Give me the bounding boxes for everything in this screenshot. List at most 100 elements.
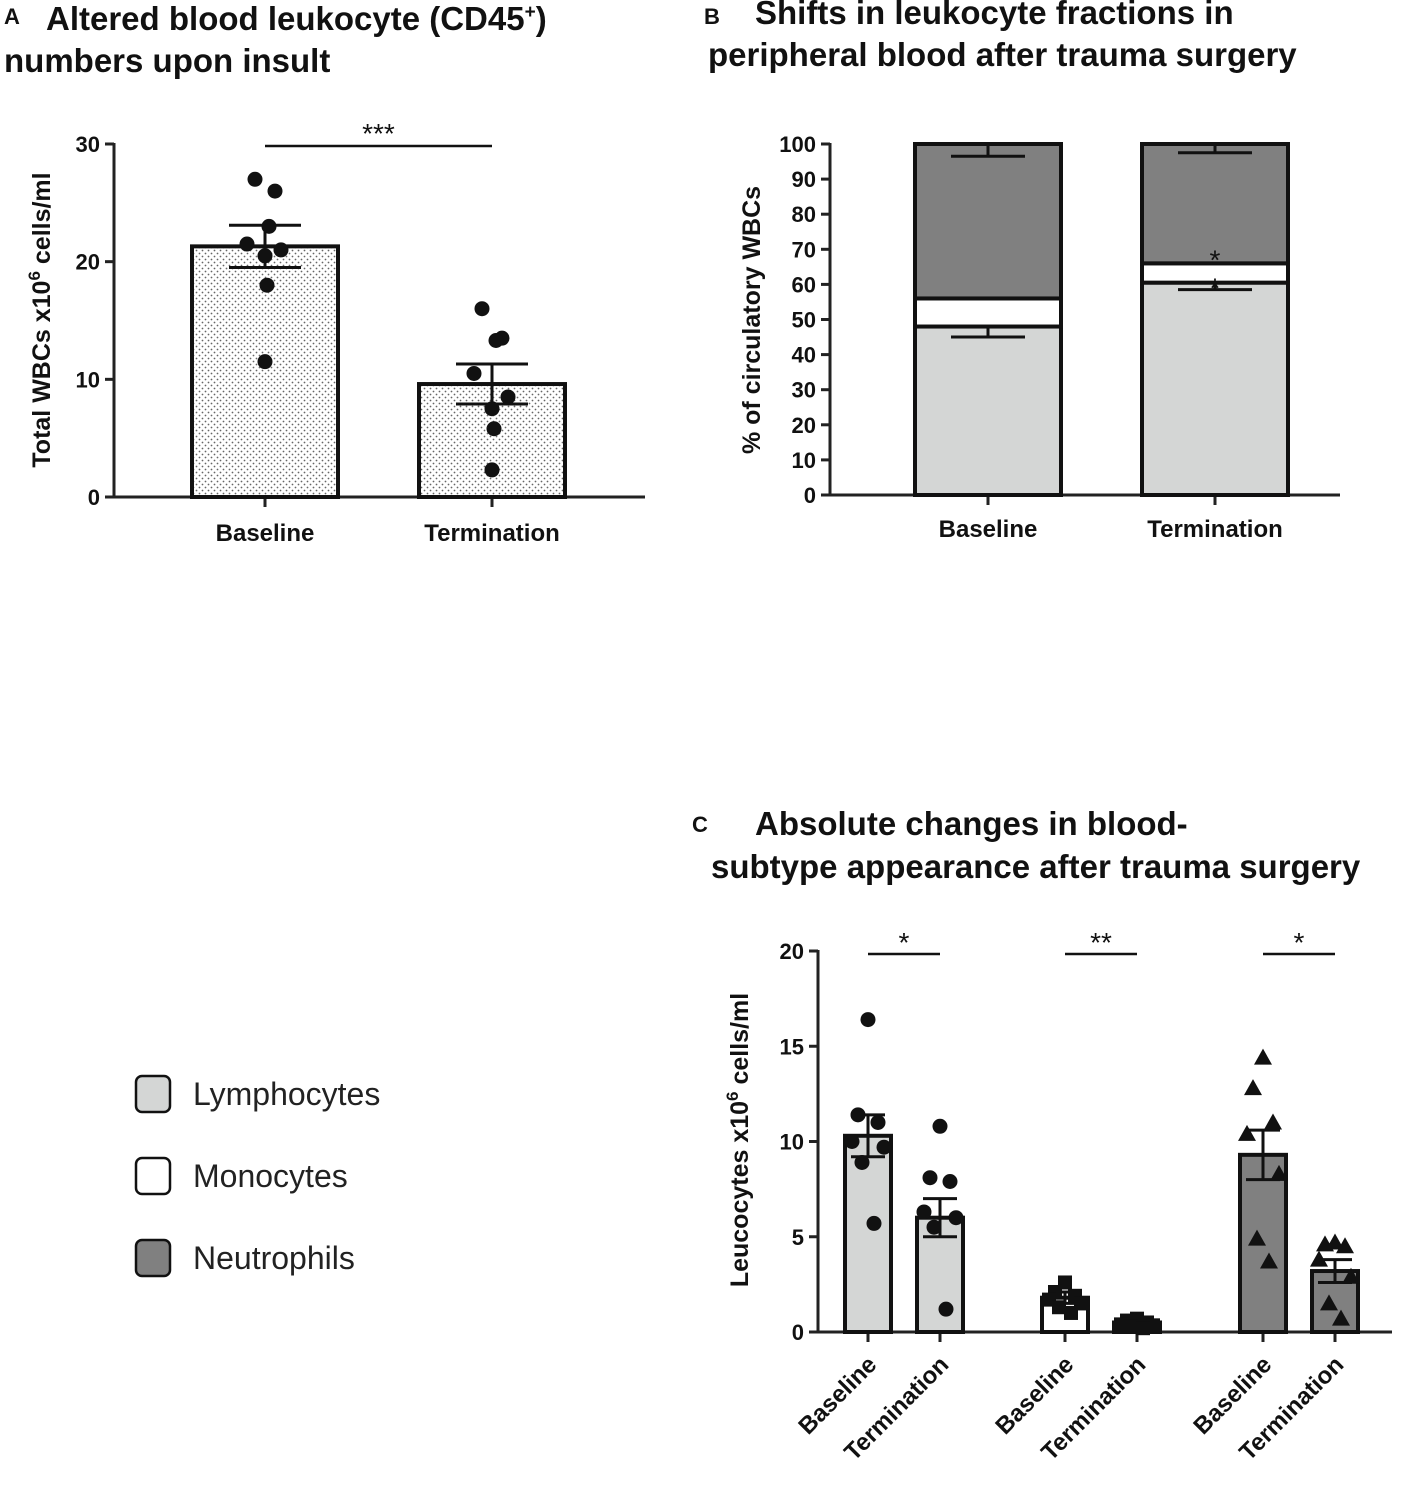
panel-b-y-tick-label: 0 [804,483,816,508]
panel-c-y-tick-label: 10 [780,1130,804,1155]
panel-c-y-axis-label: Leucocytes x106 cells/ml [723,993,754,1287]
panel-b-y-tick-label: 10 [792,448,816,473]
panel-c-data-point [876,1139,892,1155]
panel-c-y-tick-label: 0 [792,1320,804,1345]
panel-a-y-axis-label: Total WBCs x106 cells/ml [25,172,56,467]
panel-a-y-tick-label: 20 [76,250,100,275]
panel-a-data-point [488,333,504,349]
panel-b-y-tick-label: 20 [792,413,816,438]
legend-swatch-lymphocytes [134,1074,172,1114]
panel-c-data-point [932,1118,948,1134]
panel-c-data-point [1052,1300,1066,1315]
panel-a-data-point [466,365,482,381]
panel-c-data-point [850,1107,866,1123]
panel-a-data-point [267,183,283,199]
panel-c: C Absolute changes in blood- subtype app… [692,805,1392,1466]
panel-a-data-point [259,277,275,293]
panel-c-data-point [922,1170,938,1186]
panel-c-significance-label: * [899,927,910,958]
panel-c-data-point [866,1215,882,1231]
panel-a-x-label: Baseline [216,520,315,547]
panel-c-data-point [1270,1164,1288,1181]
panel-c-data-point [1136,1321,1150,1336]
panel-c-data-point [1260,1252,1278,1269]
panel-c-significance-label: * [1294,927,1305,958]
legend-swatch-neutrophils [134,1238,172,1278]
panel-c-data-point [1310,1250,1328,1267]
panel-c-data-point [1248,1229,1266,1246]
panel-a-data-point [257,354,273,370]
panel-c-data-point [926,1219,942,1235]
panel-a-data-point [484,462,500,478]
panel-c-data-point [844,1134,860,1149]
panel-c-bar-lymphocytes-baseline [843,1133,893,1335]
panel-c-data-point [1336,1237,1354,1254]
panel-c-data-point [870,1114,886,1130]
panel-b-y-tick-label: 100 [779,132,816,157]
panel-c-data-point [1244,1079,1262,1096]
panel-c-data-point [948,1210,964,1226]
panel-c-data-point [1332,1309,1350,1326]
panel-b-plot: % of circulatory WBCs 0 10 20 30 40 50 60 70 80 9… [738,132,1340,543]
panel-a-x-label: Termination [424,520,560,547]
panel-c-title-line2: subtype appearance after trauma surgery [711,848,1361,885]
panel-c-data-point [942,1174,958,1190]
panel-b-y-tick-label: 30 [792,378,816,403]
panel-a-title-line2: numbers upon insult [4,42,330,79]
panel-a-data-point [239,236,255,252]
panel-c-label: C [692,812,708,837]
panel-b-significance-star: * [1210,244,1221,275]
panel-b: B Shifts in leukocyte fractions in perip… [704,0,1340,543]
panel-a-data-point [247,171,263,187]
panel-a-data-point [500,389,516,405]
panel-b-y-tick-label: 60 [792,272,816,297]
panel-b-y-tick-label: 80 [792,202,816,227]
panel-c-y-tick-label: 5 [792,1225,804,1250]
panel-c-data-point [938,1301,954,1317]
panel-b-y-tick-label: 70 [792,237,816,262]
legend: Lymphocytes Monocytes Neutrophils [134,1074,380,1278]
panel-a-data-point [484,401,500,417]
panel-a-data-point [474,301,490,317]
legend-label-monocytes: Monocytes [193,1158,348,1194]
legend-swatch-monocytes [134,1156,172,1196]
panel-b-segment-neutrophils [1140,142,1290,266]
panel-c-data-point [1254,1048,1272,1065]
panel-a-y-tick-label: 10 [76,367,100,392]
panel-c-data-point [916,1204,932,1220]
legend-label-lymphocytes: Lymphocytes [193,1076,380,1112]
panel-a-y-tick-label: 0 [88,485,100,510]
panel-c-y-tick-label: 20 [780,939,804,964]
panel-b-label: B [704,4,720,29]
panel-c-data-point [1342,1267,1360,1284]
panel-b-y-axis-label: % of circulatory WBCs [738,186,766,454]
panel-b-title-line2: peripheral blood after trauma surgery [708,36,1297,73]
panel-b-x-label: Baseline [939,516,1038,543]
panel-b-title-line1: Shifts in leukocyte fractions in [755,0,1234,31]
panel-a-significance-label: *** [362,118,395,149]
panel-a-plot: Total WBCs x106 cells/ml 0 10 20 30 Baseline… [25,118,645,547]
panel-c-data-point [854,1154,870,1170]
panel-a-label: A [4,4,20,29]
panel-a-title-line1: Altered blood leukocyte (CD45+) [46,0,547,37]
panel-a-data-point [486,421,502,437]
panel-c-data-point [860,1012,876,1028]
panel-a-data-point [273,242,289,258]
panel-b-significance-star: * [1210,272,1221,303]
panel-c-title-line1: Absolute changes in blood- [755,805,1188,842]
panel-b-y-tick-label: 50 [792,308,816,333]
panel-c-data-point [1238,1124,1256,1141]
panel-c-significance-label: ** [1090,927,1112,958]
panel-c-data-point [1320,1294,1338,1311]
panel-a-data-point [261,218,277,234]
panel-b-segment-lymphocytes [1140,280,1290,497]
panel-b-y-tick-label: 90 [792,167,816,192]
panel-c-data-point [1316,1235,1334,1252]
panel-c-plot: Leucocytes x106 cells/ml 05101520Baselin… [723,927,1392,1466]
panel-b-segment-neutrophils [913,142,1063,301]
panel-c-data-point [1264,1113,1282,1130]
panel-b-segment-lymphocytes [913,324,1063,497]
panel-c-data-point [1124,1319,1138,1334]
panel-b-y-tick-label: 40 [792,343,816,368]
